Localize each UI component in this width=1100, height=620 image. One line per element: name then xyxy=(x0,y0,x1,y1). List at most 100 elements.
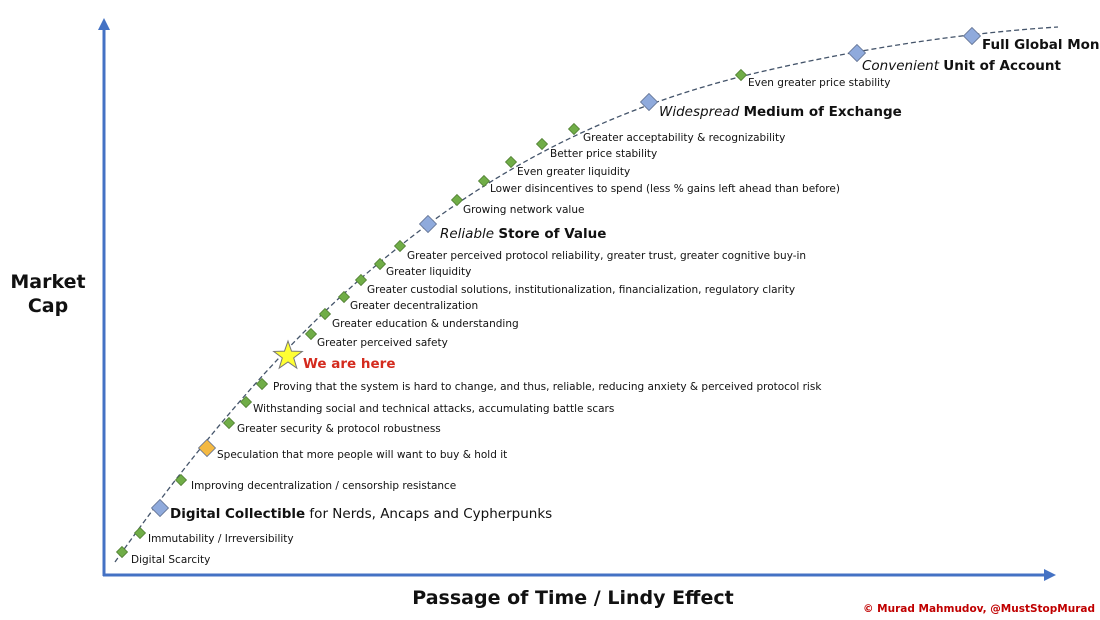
milestone-label-part: Store of Value xyxy=(498,226,606,242)
milestone-label: Greater perceived protocol reliability, … xyxy=(407,250,806,262)
minor-diamond-marker xyxy=(393,239,407,253)
milestone-label-part: We are here xyxy=(303,356,395,372)
milestone-label: Greater decentralization xyxy=(350,300,478,312)
milestone: Lower disincentives to spend (less % gai… xyxy=(477,174,840,195)
milestone: Immutability / Irreversibility xyxy=(133,526,294,545)
minor-diamond-marker xyxy=(318,307,332,321)
milestone-label-part: Lower disincentives to spend (less % gai… xyxy=(490,183,840,195)
milestone-label: Greater custodial solutions, institution… xyxy=(367,284,795,296)
milestone-label: Withstanding social and technical attack… xyxy=(253,403,614,415)
milestones: Digital Scarcity Immutability / Irreversi… xyxy=(115,26,1100,566)
milestone-label: Improving decentralization / censorship … xyxy=(191,480,456,492)
milestone: Even greater price stability xyxy=(734,68,890,89)
milestone-label-part: Improving decentralization / censorship … xyxy=(191,480,456,492)
major-diamond-marker xyxy=(418,214,438,234)
milestone: Digital Scarcity xyxy=(115,545,210,566)
major-diamond-marker xyxy=(639,92,659,112)
minor-diamond-marker xyxy=(133,526,147,540)
y-axis-label-line2: Cap xyxy=(28,295,68,317)
milestone-label-part: Medium of Exchange xyxy=(744,104,902,120)
minor-diamond-marker xyxy=(567,122,581,136)
adoption-curve xyxy=(114,26,1059,563)
minor-diamond-marker xyxy=(222,416,236,430)
milestone-label-part: Better price stability xyxy=(550,148,657,160)
milestone-label: Speculation that more people will want t… xyxy=(217,449,507,461)
milestone: Greater perceived safety xyxy=(304,327,448,349)
minor-diamond-marker xyxy=(255,377,269,391)
milestone: Widespread Medium of Exchange xyxy=(639,92,902,120)
milestone-label: Even greater liquidity xyxy=(517,166,630,178)
y-axis-label-line1: Market xyxy=(10,271,85,293)
minor-diamond-marker xyxy=(337,290,351,304)
milestone: Reliable Store of Value xyxy=(418,214,606,242)
milestone: Greater perceived protocol reliability, … xyxy=(393,239,806,262)
milestone-label-part: Unit of Account xyxy=(943,58,1061,74)
milestone: Even greater liquidity xyxy=(504,155,630,178)
milestone-label-part: Greater acceptability & recognizability xyxy=(583,132,785,144)
major-diamond-marker xyxy=(847,43,867,63)
milestone-label: Greater acceptability & recognizability xyxy=(583,132,785,144)
milestone: Better price stability xyxy=(535,137,657,160)
milestone: Greater liquidity xyxy=(373,257,471,278)
milestone-label-part: Convenient xyxy=(862,58,943,74)
milestone-label: Full Global Money xyxy=(982,37,1100,53)
milestone-label: Lower disincentives to spend (less % gai… xyxy=(490,183,840,195)
minor-diamond-marker xyxy=(477,174,491,188)
milestone-label-part: Speculation that more people will want t… xyxy=(217,449,507,461)
star-icon xyxy=(272,339,304,370)
major-diamond-marker xyxy=(150,498,170,518)
speculation-diamond-marker xyxy=(197,438,217,458)
milestone: We are here xyxy=(272,339,395,372)
milestone-label-part: Even greater price stability xyxy=(748,77,890,89)
milestone-label: We are here xyxy=(303,356,395,372)
milestone-label: Proving that the system is hard to chang… xyxy=(273,381,822,393)
milestone-label-part: Reliable xyxy=(440,226,498,242)
milestone-label: Digital Scarcity xyxy=(131,554,210,566)
milestone: Greater custodial solutions, institution… xyxy=(354,273,795,296)
milestone-label-part: Greater liquidity xyxy=(386,266,471,278)
minor-diamond-marker xyxy=(734,68,748,82)
milestone: Proving that the system is hard to chang… xyxy=(255,377,822,393)
milestone-label-part: Immutability / Irreversibility xyxy=(148,533,294,545)
milestone-label-part: for Nerds, Ancaps and Cypherpunks xyxy=(305,506,552,522)
milestone-label-part: Digital Collectible xyxy=(170,506,305,522)
milestone: Improving decentralization / censorship … xyxy=(174,473,456,492)
milestone: Withstanding social and technical attack… xyxy=(239,395,614,415)
milestone-label-part: Withstanding social and technical attack… xyxy=(253,403,614,415)
minor-diamond-marker xyxy=(239,395,253,409)
milestone-label: Better price stability xyxy=(550,148,657,160)
milestone-label-part: Greater decentralization xyxy=(350,300,478,312)
x-axis-label: Passage of Time / Lindy Effect xyxy=(412,587,733,609)
minor-diamond-marker xyxy=(304,327,318,341)
minor-diamond-marker xyxy=(504,155,518,169)
milestone: Full Global Money xyxy=(962,26,1100,53)
minor-diamond-marker xyxy=(535,137,549,151)
milestone-label: Greater security & protocol robustness xyxy=(237,423,441,435)
milestone-label: Greater education & understanding xyxy=(332,318,519,330)
minor-diamond-marker xyxy=(174,473,188,487)
milestone-label: Growing network value xyxy=(463,204,584,216)
milestone-label: Greater liquidity xyxy=(386,266,471,278)
milestone-label: Reliable Store of Value xyxy=(440,226,606,242)
milestone-label-part: Digital Scarcity xyxy=(131,554,210,566)
milestone: Speculation that more people will want t… xyxy=(197,438,507,461)
milestone: Greater security & protocol robustness xyxy=(222,416,441,435)
milestone-label: Digital Collectible for Nerds, Ancaps an… xyxy=(170,506,552,522)
milestone-label-part: Proving that the system is hard to chang… xyxy=(273,381,822,393)
milestone-label-part: Full Global Money xyxy=(982,37,1100,53)
major-diamond-marker xyxy=(962,26,982,46)
milestone: Convenient Unit of Account xyxy=(847,43,1061,74)
milestone-label-part: Greater perceived safety xyxy=(317,337,448,349)
minor-diamond-marker xyxy=(354,273,368,287)
milestone: Growing network value xyxy=(450,193,584,216)
milestone-label: Convenient Unit of Account xyxy=(862,58,1061,74)
milestone-label-part: Greater perceived protocol reliability, … xyxy=(407,250,806,262)
minor-diamond-marker xyxy=(115,545,129,559)
minor-diamond-marker xyxy=(450,193,464,207)
milestone-label-part: Growing network value xyxy=(463,204,584,216)
milestone-label: Greater perceived safety xyxy=(317,337,448,349)
credit: © Murad Mahmudov, @MustStopMurad xyxy=(863,603,1095,615)
milestone: Greater decentralization xyxy=(337,290,478,312)
milestone-label-part: Greater security & protocol robustness xyxy=(237,423,441,435)
milestone-label: Immutability / Irreversibility xyxy=(148,533,294,545)
